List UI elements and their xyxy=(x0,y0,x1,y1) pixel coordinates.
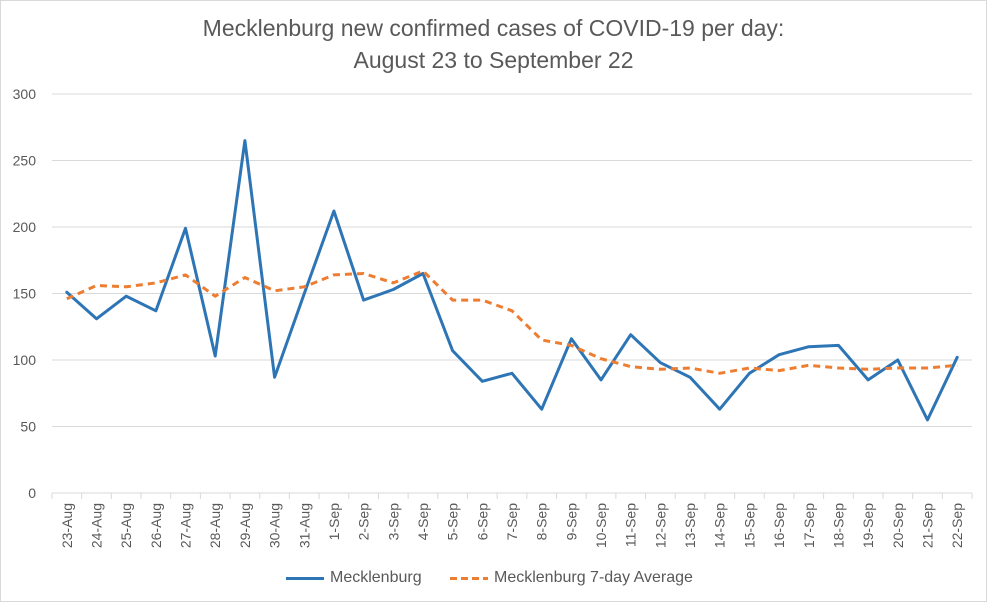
x-tick-label: 24-Aug xyxy=(89,503,105,548)
chart-legend: Mecklenburg Mecklenburg 7-day Average xyxy=(0,566,987,590)
x-tick-label: 20-Sep xyxy=(890,503,906,548)
x-tick-label: 30-Aug xyxy=(267,503,283,548)
x-tick-label: 1-Sep xyxy=(326,503,342,541)
x-tick-label: 4-Sep xyxy=(415,503,431,541)
y-tick-label: 250 xyxy=(13,153,37,169)
legend-item-series-1: Mecklenburg xyxy=(286,566,422,590)
y-tick-label: 200 xyxy=(13,219,37,235)
x-tick-label: 8-Sep xyxy=(534,503,550,541)
x-tick-label: 3-Sep xyxy=(385,503,401,541)
x-tick-label: 27-Aug xyxy=(178,503,194,548)
y-tick-label: 300 xyxy=(13,86,37,102)
x-tick-label: 25-Aug xyxy=(118,503,134,548)
legend-item-series-2: Mecklenburg 7-day Average xyxy=(450,566,693,590)
x-tick-label: 12-Sep xyxy=(652,503,668,548)
x-tick-label: 18-Sep xyxy=(830,503,846,548)
x-tick-label: 31-Aug xyxy=(296,503,312,548)
x-tick-label: 16-Sep xyxy=(771,503,787,548)
y-tick-label: 50 xyxy=(20,419,36,435)
legend-label-series-2: Mecklenburg 7-day Average xyxy=(494,569,693,586)
y-tick-label: 0 xyxy=(28,485,36,501)
chart-title: Mecklenburg new confirmed cases of COVID… xyxy=(202,15,785,41)
x-tick-label: 7-Sep xyxy=(504,503,520,541)
y-tick-label: 100 xyxy=(13,352,37,368)
x-tick-label: 29-Aug xyxy=(237,503,253,548)
x-tick-label: 22-Sep xyxy=(949,503,965,548)
x-tick-label: 28-Aug xyxy=(207,503,223,548)
x-tick-label: 9-Sep xyxy=(563,503,579,541)
x-tick-label: 14-Sep xyxy=(712,503,728,548)
x-tick-label: 23-Aug xyxy=(59,503,75,548)
x-tick-label: 26-Aug xyxy=(148,503,164,548)
x-tick-label: 21-Sep xyxy=(919,503,935,548)
x-tick-label: 19-Sep xyxy=(860,503,876,548)
legend-label-series-1: Mecklenburg xyxy=(330,569,422,586)
legend-swatch-series-1 xyxy=(286,576,324,580)
y-tick-label: 150 xyxy=(13,286,37,302)
x-tick-label: 10-Sep xyxy=(593,503,609,548)
x-tick-label: 6-Sep xyxy=(474,503,490,541)
legend-swatch-series-2 xyxy=(450,576,488,580)
x-tick-label: 15-Sep xyxy=(741,503,757,548)
x-tick-label: 11-Sep xyxy=(623,503,639,547)
chart-subtitle: August 23 to September 22 xyxy=(353,47,634,73)
x-tick-label: 2-Sep xyxy=(356,503,372,541)
series-line-1 xyxy=(65,139,959,422)
series-line-2 xyxy=(66,269,958,375)
x-tick-label: 17-Sep xyxy=(801,503,817,548)
x-tick-label: 5-Sep xyxy=(445,503,461,541)
x-tick-label: 13-Sep xyxy=(682,503,698,548)
